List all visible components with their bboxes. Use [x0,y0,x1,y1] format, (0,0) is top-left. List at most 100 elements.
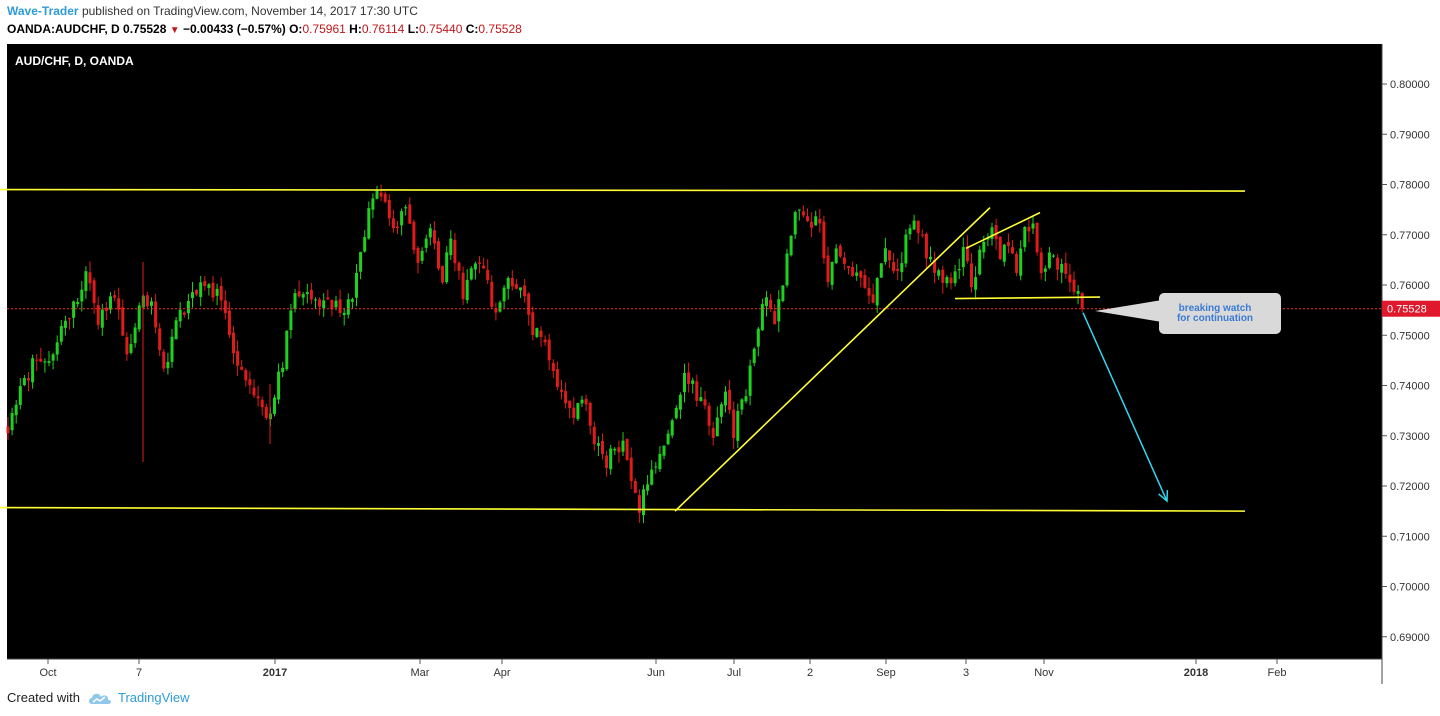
candle-body [818,218,822,224]
time-axis[interactable] [7,659,1382,684]
candle-body [691,380,695,384]
candle-body [350,299,354,302]
author-link[interactable]: Wave-Trader [7,4,79,18]
candle-body [527,293,531,315]
candle-body [855,272,859,276]
candle-body [830,261,834,285]
candle-body [309,289,313,300]
candle-body [334,300,338,308]
trendline [0,506,1246,512]
candle-body [879,263,883,278]
candle-body [1056,257,1060,270]
candle-body [937,270,941,276]
y-tick-label: 0.79000 [1390,129,1430,141]
candle-body [543,339,547,343]
candle-body [871,294,875,303]
candle-body [211,282,215,298]
candle-body [1043,268,1047,272]
candle-body [642,489,645,516]
candle-body [162,351,166,369]
candle-body [363,237,367,252]
candle-body [1027,226,1031,232]
candle-body [490,281,494,307]
candle-body [678,394,682,410]
candle-body [18,386,22,405]
candle-body [277,371,281,400]
candle-body [326,297,330,300]
candle-body [613,448,617,451]
candle-body [182,312,186,315]
candle-body [117,298,121,310]
candle-body [1015,253,1019,273]
candle-body [551,362,555,371]
candle-body [166,361,170,369]
candle-body [301,294,305,298]
created-with-label: Created with [7,690,80,705]
candle-body [22,378,26,386]
candle-body [875,278,879,306]
x-axis-ticks: Oct 7 2017 Mar Apr Jun Jul 2 Sep 3 Nov 2018 Feb [39,659,1286,679]
candle-body [437,241,440,269]
candle-body [826,255,830,283]
candle-body [318,299,322,307]
candle-body [662,445,666,456]
candle-body [564,391,568,404]
candle-body [929,256,932,260]
candle-body [494,308,498,313]
y-axis-ticks: 0.80000 0.79000 0.78000 0.77000 0.76000 0.750… [1382,79,1430,644]
candle-body [650,469,654,485]
candle-body [1031,223,1035,229]
candle-body [814,216,818,226]
candle-body [391,218,395,229]
candle-body [859,271,863,278]
y-tick-label: 0.77000 [1390,230,1430,242]
candle-body [793,212,797,235]
candle-body [371,198,375,210]
plot-area[interactable] [7,44,1382,659]
candle-body [355,272,358,298]
candle-body [892,262,896,272]
candle-body [330,299,334,310]
x-tick-label: 2018 [1184,667,1208,679]
candle-body [547,339,551,361]
candle-body [789,235,793,256]
candle-body [572,407,576,418]
candle-body [609,448,613,470]
candle-body [728,389,732,410]
candle-body [752,348,756,364]
candle-body [580,399,584,404]
candle-body [39,358,43,362]
symbol-label: OANDA:AUDCHF, D [7,22,120,36]
candle-body [6,426,10,434]
tradingview-brand-link[interactable]: TradingView [117,690,190,705]
price-change: −0.00433 (−0.57%) [183,22,286,36]
candle-body [707,405,711,426]
open-label: O: [289,22,303,36]
candle-body [461,272,465,300]
candle-body [137,305,141,330]
x-tick-label: 2017 [263,667,287,679]
price-axis[interactable] [1382,44,1440,659]
candle-body [178,309,182,322]
candle-body [703,399,707,406]
candle-body [445,252,449,283]
y-tick-label: 0.71000 [1390,531,1430,543]
candle-body [674,407,678,419]
candle-body [281,367,285,373]
candle-body [285,330,289,370]
callout-text-line: breaking watch [1179,303,1252,314]
candle-body [765,297,768,307]
candle-body [293,293,297,309]
candle-body [113,295,117,298]
candle-body [834,248,838,264]
candle-body [400,211,404,226]
candle-body [584,398,588,405]
candle-body [990,227,994,239]
candle-body [76,301,80,305]
high-value: 0.76114 [361,22,405,36]
candle-body [31,358,35,383]
candle-body [51,354,55,361]
candle-body [158,328,162,351]
